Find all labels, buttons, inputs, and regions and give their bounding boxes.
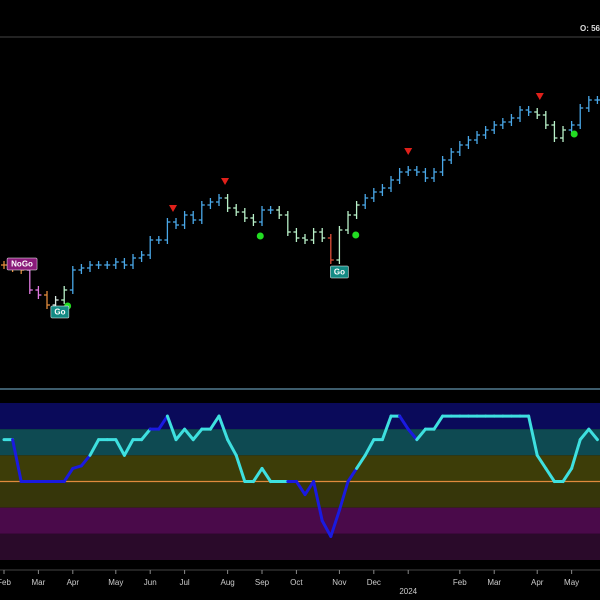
- oscillator-segment: [312, 480, 324, 523]
- oscillator-band: [0, 533, 600, 560]
- oscillator-band: [0, 455, 600, 482]
- oscillator-segment: [587, 427, 599, 442]
- oscillator-segment: [380, 414, 393, 442]
- x-tick-label: Feb: [453, 578, 467, 587]
- oscillator-band: [0, 507, 600, 534]
- oscillator-segment: [79, 453, 92, 468]
- x-tick-label: Apr: [531, 578, 544, 587]
- x-tick-label: Dec: [367, 578, 381, 587]
- buy-marker: [256, 232, 264, 240]
- x-tick-label: Apr: [67, 578, 80, 587]
- buy-marker: [352, 231, 360, 239]
- oscillator-segment: [415, 427, 427, 442]
- oscillator-segment: [527, 414, 539, 457]
- signal-label-box: [6, 257, 38, 271]
- x-tick-label: Sep: [255, 578, 270, 587]
- sell-marker: [404, 148, 413, 155]
- oscillator-segment: [226, 438, 238, 457]
- x-tick-label: May: [108, 578, 123, 587]
- oscillator-segment: [251, 466, 264, 483]
- oscillator-segment: [157, 414, 169, 431]
- oscillator-segment: [406, 427, 419, 442]
- x-tick-label: Mar: [487, 578, 501, 587]
- oscillator-segment: [544, 466, 556, 483]
- oscillator-segment: [140, 427, 152, 442]
- oscillator-segment: [320, 519, 333, 538]
- oscillator-segment: [217, 414, 230, 442]
- oscillator-segment: [303, 480, 316, 497]
- oscillator-segment: [62, 466, 75, 483]
- x-tick-label: Mar: [32, 578, 46, 587]
- sell-marker: [535, 93, 544, 100]
- oscillator-segment: [355, 453, 367, 470]
- x-tick-label: Jul: [179, 578, 189, 587]
- signal-label-box: [50, 305, 70, 319]
- year-tick-label: 2024: [399, 587, 417, 596]
- oscillator-segment: [260, 466, 273, 483]
- oscillator-segment: [191, 427, 204, 442]
- x-tick-label: Feb: [0, 578, 11, 587]
- oscillator-segment: [535, 453, 548, 470]
- x-tick-label: Aug: [220, 578, 234, 587]
- oscillator-segment: [329, 508, 341, 538]
- oscillator-segment: [294, 480, 307, 497]
- sell-marker: [168, 205, 177, 212]
- oscillator-segment: [165, 414, 178, 442]
- oscillator-segment: [122, 438, 135, 457]
- oscillator-band: [0, 429, 600, 456]
- oscillator-segment: [183, 427, 195, 442]
- oscillator-segment: [337, 480, 350, 512]
- oscillator-segment: [11, 438, 23, 483]
- oscillator-segment: [174, 427, 187, 442]
- oscillator-segment: [114, 438, 126, 457]
- oscillator-segment: [578, 427, 591, 442]
- buy-marker: [570, 130, 578, 138]
- signal-label-box: [330, 265, 349, 279]
- oscillator-segment: [208, 414, 221, 431]
- signal-label: Go: [334, 268, 345, 277]
- ohlc-readout: O: 56: [580, 24, 600, 33]
- oscillator-segment: [432, 414, 445, 431]
- oscillator-segment: [234, 453, 247, 483]
- oscillator-segment: [561, 466, 574, 483]
- x-tick-label: May: [564, 578, 579, 587]
- oscillator-segment: [363, 438, 376, 457]
- signal-label: NoGo: [11, 260, 33, 269]
- signal-label: Go: [54, 308, 65, 317]
- x-tick-label: Jun: [144, 578, 157, 587]
- oscillator-segment: [398, 414, 410, 431]
- oscillator-segment: [88, 438, 101, 457]
- x-tick-label: Oct: [290, 578, 303, 587]
- oscillator-segment: [346, 466, 359, 483]
- oscillator-segment: [570, 438, 582, 470]
- x-tick-label: Nov: [332, 578, 346, 587]
- sell-marker: [221, 178, 230, 185]
